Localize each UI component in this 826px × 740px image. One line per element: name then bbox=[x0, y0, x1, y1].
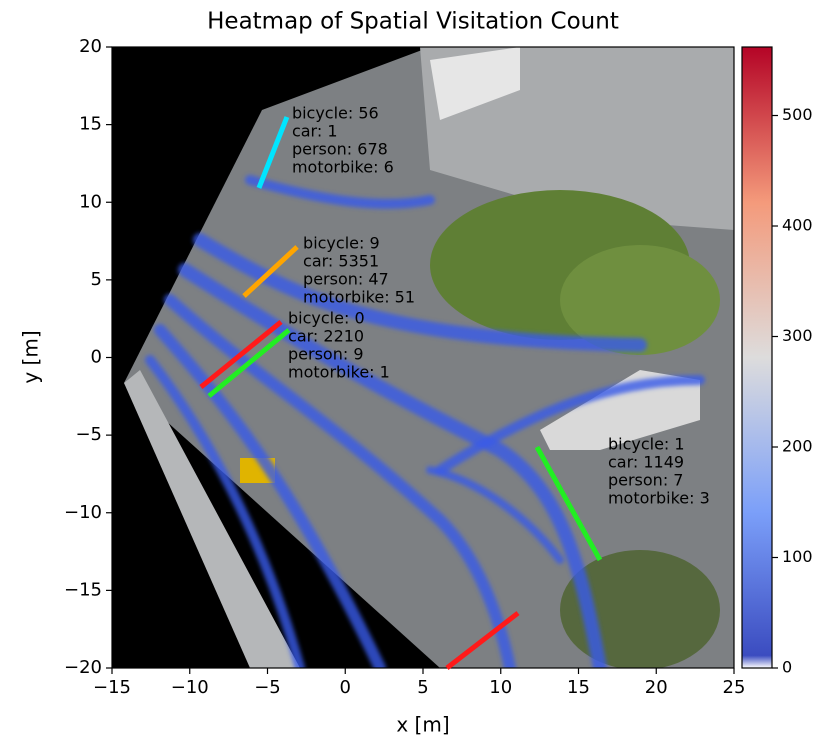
chart: Heatmap of Spatial Visitation Count x [m… bbox=[0, 0, 826, 740]
count-label: car: 1 bbox=[292, 122, 338, 141]
count-label: car: 1149 bbox=[608, 453, 684, 472]
y-tick-label: 20 bbox=[79, 36, 102, 57]
count-label: person: 47 bbox=[303, 269, 389, 288]
chart-title: Heatmap of Spatial Visitation Count bbox=[207, 9, 619, 35]
y-tick-label: −20 bbox=[64, 657, 102, 678]
colorbar-tick-label: 400 bbox=[782, 216, 813, 235]
count-label: person: 678 bbox=[292, 140, 388, 159]
count-label: motorbike: 1 bbox=[288, 362, 390, 381]
y-tick-label: −15 bbox=[64, 579, 102, 600]
y-axis-label: y [m] bbox=[19, 330, 43, 383]
x-tick-label: −5 bbox=[254, 677, 281, 698]
count-label: bicycle: 0 bbox=[288, 308, 365, 327]
count-label: person: 7 bbox=[608, 471, 684, 490]
background-image bbox=[112, 47, 734, 670]
y-tick-label: −5 bbox=[75, 424, 102, 445]
colorbar bbox=[742, 47, 772, 668]
count-label: motorbike: 3 bbox=[608, 489, 710, 508]
x-tick-label: 0 bbox=[340, 677, 351, 698]
x-tick-label: 25 bbox=[723, 677, 746, 698]
y-tick-label: −10 bbox=[64, 502, 102, 523]
count-label: bicycle: 9 bbox=[303, 233, 380, 252]
x-tick-label: 20 bbox=[645, 677, 668, 698]
x-tick-label: −10 bbox=[171, 677, 209, 698]
y-tick-label: 0 bbox=[91, 347, 102, 368]
colorbar-tick-label: 300 bbox=[782, 326, 813, 345]
x-tick-label: 5 bbox=[417, 677, 428, 698]
count-label: motorbike: 6 bbox=[292, 158, 394, 177]
y-tick-label: 10 bbox=[79, 191, 102, 212]
colorbar-tick-label: 100 bbox=[782, 547, 813, 566]
colorbar-tick-label: 200 bbox=[782, 437, 813, 456]
y-tick-label: 15 bbox=[79, 114, 102, 135]
colorbar-tick-label: 0 bbox=[782, 658, 792, 677]
count-label: motorbike: 51 bbox=[303, 287, 415, 306]
count-label: person: 9 bbox=[288, 344, 364, 363]
x-axis-label: x [m] bbox=[396, 713, 449, 737]
x-tick-label: 10 bbox=[489, 677, 512, 698]
x-tick-label: −15 bbox=[93, 677, 131, 698]
count-label: bicycle: 1 bbox=[608, 435, 685, 454]
count-label: car: 5351 bbox=[303, 251, 379, 270]
count-label: car: 2210 bbox=[288, 326, 364, 345]
y-tick-label: 5 bbox=[91, 269, 102, 290]
colorbar-tick-label: 500 bbox=[782, 105, 813, 124]
count-label: bicycle: 56 bbox=[292, 104, 379, 123]
x-tick-label: 15 bbox=[567, 677, 590, 698]
